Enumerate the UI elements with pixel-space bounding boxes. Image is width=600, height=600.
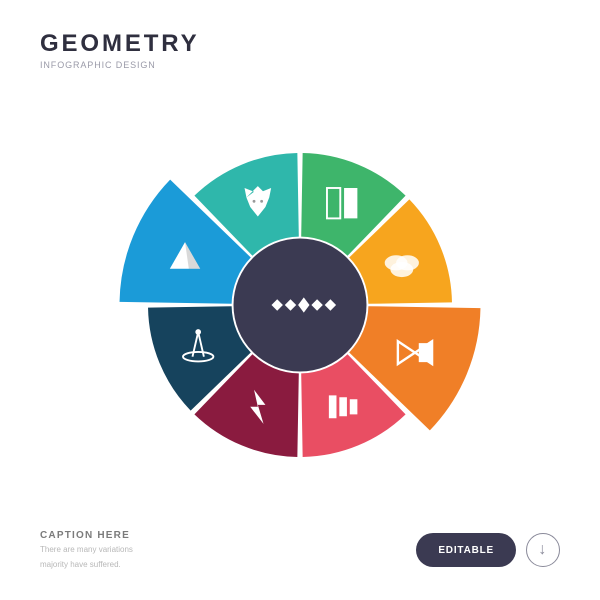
- chart-svg: [110, 115, 490, 495]
- header: GEOMETRY INFOGRAPHIC DESIGN: [40, 30, 200, 70]
- caption-line1: There are many variations: [40, 545, 133, 555]
- radial-chart: [110, 115, 490, 495]
- footer-actions: EDITABLE ↓: [416, 533, 560, 567]
- page-subtitle: INFOGRAPHIC DESIGN: [40, 60, 200, 70]
- caption-line2: majority have suffered.: [40, 560, 133, 570]
- page-title: GEOMETRY: [40, 30, 200, 58]
- download-button[interactable]: ↓: [526, 533, 560, 567]
- editable-button[interactable]: EDITABLE: [416, 533, 516, 567]
- footer: CAPTION HERE There are many variations m…: [40, 530, 560, 570]
- caption-block: CAPTION HERE There are many variations m…: [40, 530, 133, 570]
- caption-title: CAPTION HERE: [40, 530, 133, 541]
